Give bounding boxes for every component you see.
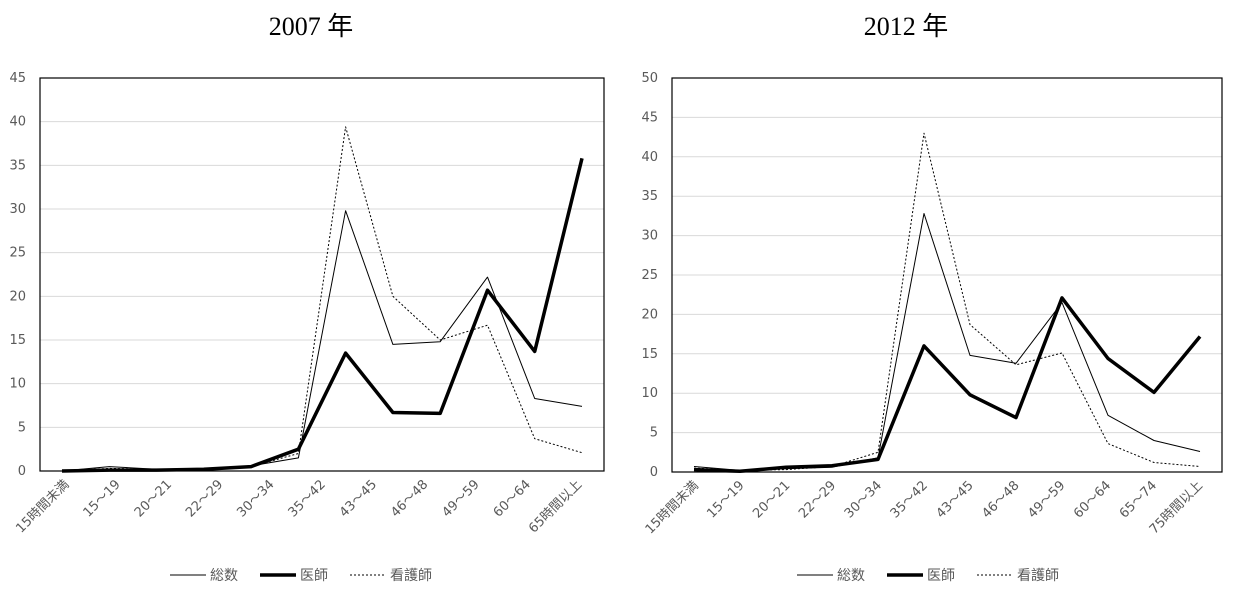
y-tick-label: 50 [641, 71, 658, 86]
legend-label: 医師 [300, 568, 328, 584]
y-tick-label: 0 [650, 465, 658, 480]
x-tick-label: 43～45 [337, 477, 380, 520]
series-line-看護師 [61, 126, 583, 472]
legend-label: 看護師 [1017, 568, 1059, 584]
y-tick-label: 25 [641, 268, 658, 283]
x-tick-label: 35～42 [888, 478, 931, 521]
plot-area-border [671, 77, 1223, 473]
y-tick-label: 45 [641, 110, 658, 125]
x-tick-label: 15～19 [704, 478, 747, 521]
x-tick-label: 22～29 [796, 478, 839, 521]
x-tick-label: 30～34 [234, 477, 277, 520]
legend-label: 看護師 [390, 568, 432, 584]
x-tick-label: 15～19 [81, 477, 124, 520]
y-tick-label: 45 [9, 71, 26, 86]
y-tick-label: 30 [641, 229, 658, 244]
x-tick-label: 15時間未満 [643, 478, 702, 537]
series-line-看護師 [693, 132, 1201, 471]
x-tick-label: 35～42 [286, 477, 329, 520]
y-tick-label: 30 [9, 202, 26, 217]
legend-label: 医師 [927, 568, 955, 584]
series-line-総数 [693, 213, 1201, 471]
y-tick-label: 35 [9, 158, 26, 173]
y-tick-label: 10 [9, 377, 26, 392]
x-tick-label: 65時間以上 [526, 477, 585, 536]
x-tick-label: 20～21 [132, 477, 175, 520]
y-tick-label: 15 [9, 333, 26, 348]
plot-area-border [39, 77, 605, 472]
y-tick-label: 20 [641, 307, 658, 322]
y-tick-label: 35 [641, 189, 658, 204]
x-tick-label: 15時間未満 [13, 477, 72, 536]
chart-1: 0 5 10 15 20 25 30 35 40 45 50 15時間未満 15～19 20～21 22～2… [641, 71, 1223, 584]
x-tick-label: 20～21 [750, 478, 793, 521]
x-tick-label: 60～64 [1071, 478, 1114, 521]
y-tick-label: 40 [9, 115, 26, 130]
x-tick-label: 60～64 [491, 477, 534, 520]
legend-label: 総数 [210, 568, 238, 584]
y-tick-label: 10 [641, 386, 658, 401]
x-tick-label: 30～34 [842, 478, 885, 521]
x-tick-label: 65～74 [1117, 478, 1160, 521]
y-tick-label: 25 [9, 246, 26, 261]
chart-title-2007: 2007 年 [268, 12, 354, 41]
y-tick-label: 5 [18, 420, 26, 435]
series-line-医師 [693, 296, 1202, 473]
y-tick-label: 40 [641, 150, 658, 165]
series-line-医師 [61, 157, 584, 473]
x-tick-label: 46～48 [388, 477, 431, 520]
x-tick-label: 49～59 [1025, 478, 1068, 521]
y-tick-label: 5 [650, 426, 658, 441]
x-tick-label: 43～45 [934, 478, 977, 521]
series-line-総数 [61, 210, 583, 472]
legend-label: 総数 [837, 568, 865, 584]
y-tick-label: 0 [18, 464, 26, 479]
y-tick-label: 20 [9, 289, 26, 304]
x-tick-label: 49～59 [439, 477, 482, 520]
x-tick-label: 46～48 [979, 478, 1022, 521]
y-tick-label: 15 [641, 347, 658, 362]
chart-title-2012: 2012 年 [863, 12, 949, 41]
x-tick-label: 22～29 [183, 477, 226, 520]
